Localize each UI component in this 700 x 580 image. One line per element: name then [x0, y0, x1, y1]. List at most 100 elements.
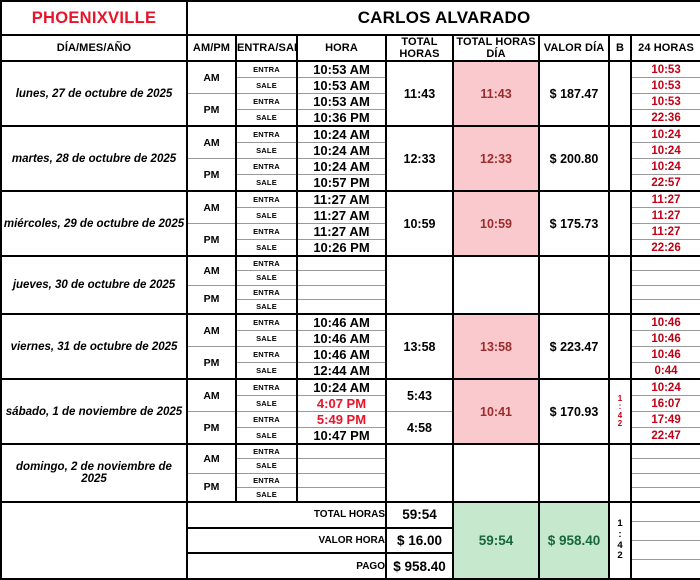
hora-value[interactable]: [297, 284, 387, 300]
hora-value[interactable]: 10:26 PM: [297, 239, 387, 257]
day-date-label: martes, 28 de octubre de 2025: [0, 125, 188, 192]
day-date-label: miércoles, 29 de octubre de 2025: [0, 190, 188, 257]
hora-value[interactable]: 10:46 AM: [297, 346, 387, 363]
b-column-value: [609, 313, 632, 380]
hora-value[interactable]: [297, 458, 387, 473]
summary-value-valor-hora: $ 16.00: [386, 527, 454, 555]
total-horas-value: 5:43: [386, 378, 454, 412]
hora-24-value: 10:53: [631, 93, 700, 110]
hora-value[interactable]: 12:44 AM: [297, 362, 387, 380]
hora-value[interactable]: 10:47 PM: [297, 427, 387, 445]
column-header-total-horas: TOTAL HORAS: [386, 35, 454, 62]
hora-value[interactable]: 11:27 AM: [297, 223, 387, 240]
hora-value[interactable]: 10:46 AM: [297, 330, 387, 347]
hora-value[interactable]: 11:27 AM: [297, 190, 387, 208]
hora-value[interactable]: 5:49 PM: [297, 411, 387, 428]
company-title: PHOENIXVILLE: [0, 0, 188, 36]
hora-value[interactable]: [297, 299, 387, 315]
inout-label: SALE: [236, 330, 298, 347]
hora-value[interactable]: 10:53 AM: [297, 93, 387, 110]
inout-label: ENTRA: [236, 125, 298, 143]
ampm-label-am: AM: [187, 378, 237, 412]
hora-value[interactable]: 10:24 AM: [297, 378, 387, 396]
day-date-label: jueves, 30 de octubre de 2025: [0, 255, 188, 315]
hora-24-value: 10:53: [631, 77, 700, 94]
inout-label: ENTRA: [236, 190, 298, 208]
hora-24-value: 11:27: [631, 223, 700, 240]
hora-24-value: [631, 284, 700, 300]
hora-24-value: [631, 443, 700, 459]
ampm-label-pm: PM: [187, 472, 237, 503]
column-header-hora: HORA: [297, 35, 387, 62]
ampm-label-am: AM: [187, 190, 237, 224]
ampm-label-am: AM: [187, 125, 237, 159]
hora-value[interactable]: 10:24 AM: [297, 158, 387, 175]
total-horas-value: [386, 255, 454, 315]
b-column-value: [609, 190, 632, 257]
inout-label: ENTRA: [236, 255, 298, 271]
hora-24-value: 17:49: [631, 411, 700, 428]
day-date-label: sábado, 1 de noviembre de 2025: [0, 378, 188, 445]
hora-24-value: 10:53: [631, 60, 700, 78]
hora-24-value: [631, 299, 700, 315]
total-horas-dia-value: 13:58: [453, 313, 540, 380]
inout-label: SALE: [236, 174, 298, 192]
hora-24-value: [631, 458, 700, 473]
total-horas-dia-value: [453, 443, 540, 503]
hora-value[interactable]: 11:27 AM: [297, 207, 387, 224]
hora-value[interactable]: [297, 443, 387, 459]
hora-24-value: 10:46: [631, 330, 700, 347]
hora-24-value: 0:44: [631, 362, 700, 380]
hora-value[interactable]: [297, 487, 387, 503]
valor-dia-value: $ 223.47: [539, 313, 610, 380]
hora-24-value: 10:24: [631, 378, 700, 396]
inout-label: SALE: [236, 299, 298, 315]
hora-24-value: 22:26: [631, 239, 700, 257]
day-date-label: viernes, 31 de octubre de 2025: [0, 313, 188, 380]
day-date-label: domingo, 2 de noviembre de 2025: [0, 443, 188, 503]
total-horas-dia-value: 10:59: [453, 190, 540, 257]
hora-24-value: 10:46: [631, 313, 700, 331]
total-horas-value: 12:33: [386, 125, 454, 192]
inout-label: ENTRA: [236, 443, 298, 459]
hora-24-value: 22:36: [631, 109, 700, 127]
inout-label: SALE: [236, 207, 298, 224]
hora-value[interactable]: 10:46 AM: [297, 313, 387, 331]
total-horas-dia-value: 11:43: [453, 60, 540, 127]
hora-value[interactable]: 4:07 PM: [297, 395, 387, 412]
hora-value[interactable]: 10:57 PM: [297, 174, 387, 192]
inout-label: SALE: [236, 487, 298, 503]
column-header-date: DÍA/MES/AÑO: [0, 35, 188, 62]
valor-dia-value: [539, 255, 610, 315]
total-horas-value: 10:59: [386, 190, 454, 257]
ampm-label-am: AM: [187, 313, 237, 347]
ampm-label-am: AM: [187, 443, 237, 473]
total-horas-dia-value: 12:33: [453, 125, 540, 192]
column-header-total-horas-dia: TOTAL HORAS DÍA: [453, 35, 540, 62]
inout-label: SALE: [236, 77, 298, 94]
inout-label: ENTRA: [236, 346, 298, 363]
hora-value[interactable]: 10:53 AM: [297, 60, 387, 78]
ampm-label-pm: PM: [187, 158, 237, 192]
hora-value[interactable]: 10:24 AM: [297, 142, 387, 159]
hora-value[interactable]: [297, 472, 387, 488]
summary-24-horas-blank: [631, 501, 700, 580]
hora-value[interactable]: 10:24 AM: [297, 125, 387, 143]
total-horas-value: 13:58: [386, 313, 454, 380]
ampm-label-pm: PM: [187, 223, 237, 257]
hora-24-value: 10:24: [631, 142, 700, 159]
hora-value[interactable]: [297, 270, 387, 285]
hora-value[interactable]: 10:36 PM: [297, 109, 387, 127]
inout-label: SALE: [236, 458, 298, 473]
hora-24-value: 10:46: [631, 346, 700, 363]
total-horas-dia-value: 10:41: [453, 378, 540, 445]
inout-label: ENTRA: [236, 223, 298, 240]
inout-label: SALE: [236, 239, 298, 257]
hora-value[interactable]: 10:53 AM: [297, 77, 387, 94]
ampm-label-pm: PM: [187, 346, 237, 380]
valor-dia-value: $ 187.47: [539, 60, 610, 127]
hora-value[interactable]: [297, 255, 387, 271]
valor-dia-value: $ 170.93: [539, 378, 610, 445]
